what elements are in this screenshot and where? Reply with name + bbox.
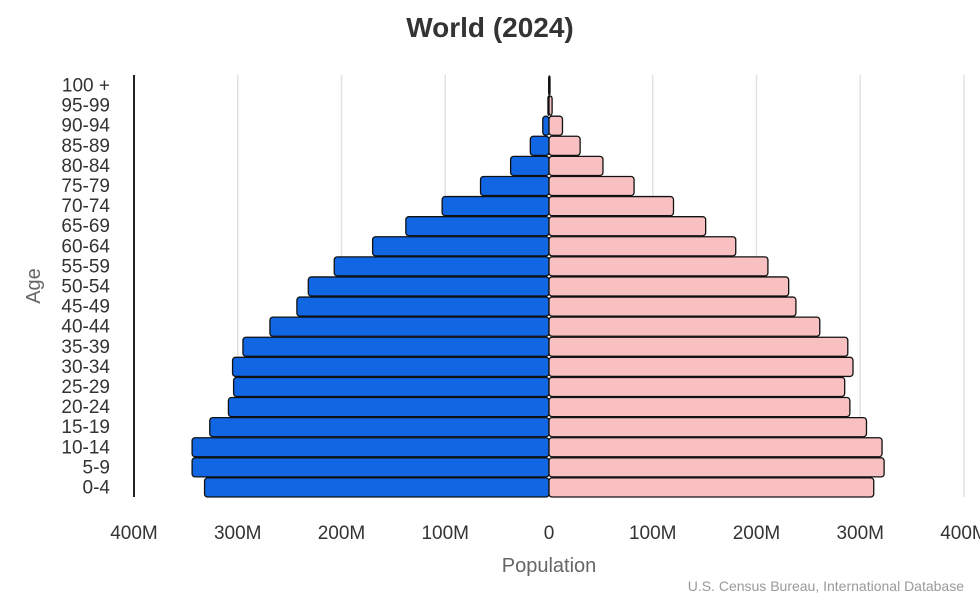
x-tick-label: 0: [544, 523, 555, 544]
bar-left-10-14: [191, 437, 550, 458]
age-label: 25-29: [61, 377, 110, 398]
bar-left-5-9: [191, 457, 550, 478]
bar-left-80-84: [509, 155, 550, 177]
bar-left-50-54: [307, 276, 550, 297]
age-tick-labels: 100 +95-9990-9485-8980-8475-7970-7465-69…: [61, 76, 110, 499]
age-label: 10-14: [61, 437, 110, 458]
bar-left-40-44: [269, 316, 550, 337]
bars: [191, 75, 885, 498]
bar-right-60-64: [548, 236, 737, 257]
bar-left-55-59: [333, 256, 550, 277]
age-label: 30-34: [61, 357, 110, 378]
bar-right-25-29: [548, 376, 846, 398]
age-label: 70-74: [61, 196, 110, 217]
age-label: 0-4: [83, 477, 111, 498]
age-label: 90-94: [61, 116, 110, 137]
bar-left-60-64: [371, 236, 550, 257]
age-label: 35-39: [61, 337, 110, 358]
bar-right-30-34: [548, 356, 854, 378]
bar-right-15-19: [548, 416, 868, 438]
x-tick-label: 200M: [318, 523, 366, 544]
bar-right-20-24: [548, 396, 851, 418]
x-tick-label: 100M: [629, 523, 677, 544]
source-credit: U.S. Census Bureau, International Databa…: [687, 578, 964, 594]
age-label: 5-9: [83, 457, 110, 478]
age-label: 45-49: [61, 297, 110, 318]
bar-right-35-39: [548, 336, 849, 357]
bar-right-90-94: [548, 115, 564, 136]
bar-right-50-54: [548, 276, 790, 297]
x-tick-label: 200M: [733, 523, 781, 544]
age-label: 50-54: [61, 277, 110, 298]
bar-right-40-44: [548, 316, 821, 337]
bar-right-75-79: [548, 175, 635, 197]
bar-left-35-39: [242, 336, 550, 357]
bar-left-75-79: [479, 175, 550, 197]
bar-left-20-24: [227, 396, 550, 418]
age-label: 60-64: [61, 236, 110, 257]
bar-left-65-69: [405, 216, 550, 237]
bar-right-85-89: [548, 135, 581, 157]
bar-right-80-84: [548, 155, 604, 177]
bar-right-0-4: [548, 477, 875, 498]
bar-left-85-89: [529, 135, 550, 157]
bar-left-0-4: [203, 477, 550, 498]
bar-left-45-49: [296, 296, 550, 317]
population-tick-labels: 400M 300M 200M 100M 0 100M 200M 300M 400M: [110, 523, 980, 544]
age-label: 55-59: [61, 256, 110, 277]
age-label: 20-24: [61, 397, 110, 418]
bar-left-70-74: [441, 195, 550, 217]
x-tick-label: 300M: [214, 523, 262, 544]
age-label: 85-89: [61, 136, 110, 157]
y-axis-label: Age: [23, 268, 45, 304]
age-label: 65-69: [61, 216, 110, 237]
bar-left-15-19: [209, 416, 550, 438]
age-label: 100 +: [62, 76, 110, 97]
chart-title: World (2024): [406, 12, 574, 43]
bar-left-90-94: [542, 115, 550, 136]
age-label: 95-99: [61, 96, 110, 117]
age-label: 15-19: [61, 417, 110, 438]
age-label: 80-84: [61, 156, 110, 177]
bar-right-100 +: [548, 75, 551, 96]
bar-right-65-69: [548, 216, 707, 237]
age-label: 40-44: [61, 317, 110, 338]
x-tick-label: 400M: [940, 523, 980, 544]
bar-left-25-29: [232, 376, 550, 398]
x-tick-label: 300M: [836, 523, 884, 544]
bar-right-95-99: [548, 95, 553, 116]
bar-right-45-49: [548, 296, 797, 317]
bar-right-10-14: [548, 437, 883, 458]
bar-right-5-9: [548, 457, 885, 478]
x-axis-label: Population: [502, 555, 597, 577]
bar-right-70-74: [548, 195, 675, 217]
bar-left-30-34: [231, 356, 550, 378]
x-tick-label: 400M: [110, 523, 158, 544]
age-label: 75-79: [61, 176, 110, 197]
x-tick-label: 100M: [421, 523, 469, 544]
bar-right-55-59: [548, 256, 769, 277]
